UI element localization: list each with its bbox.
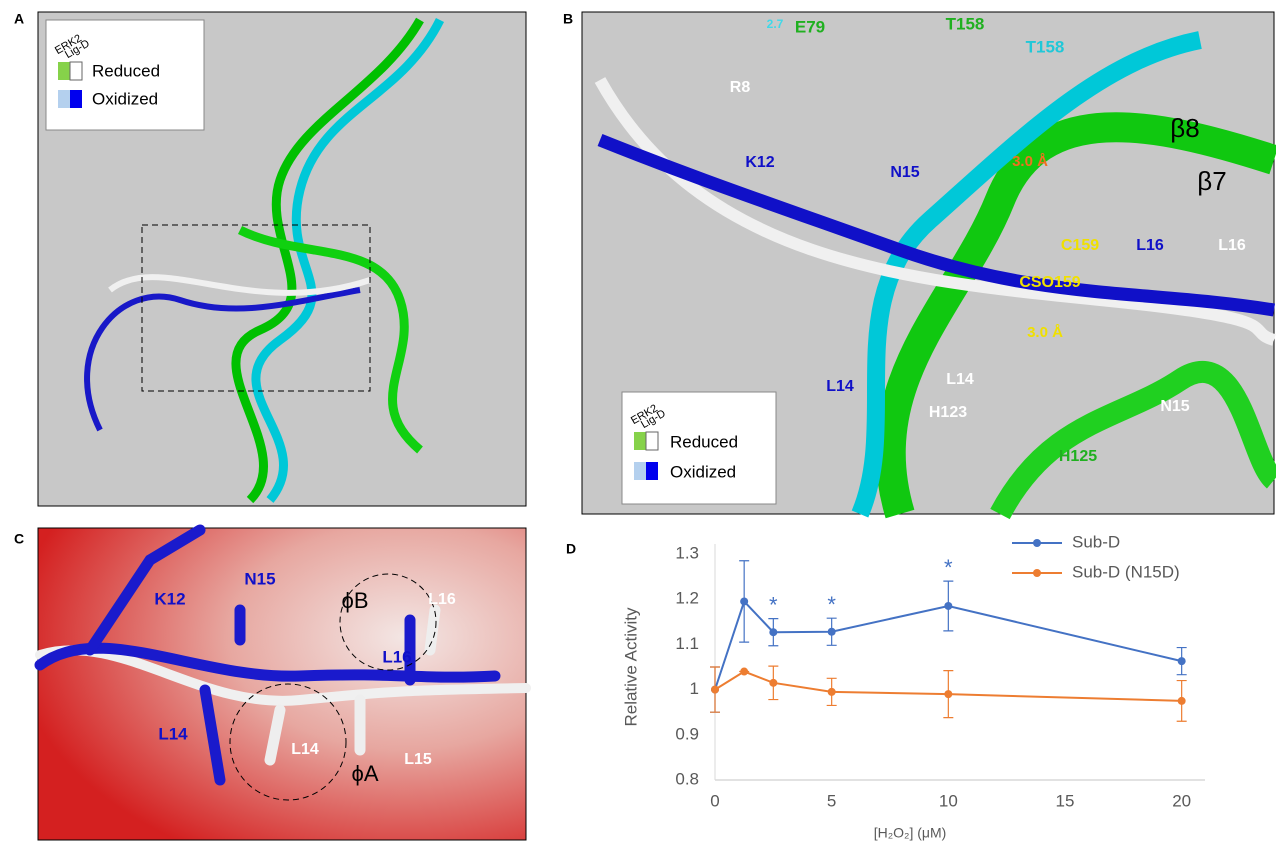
data-point — [740, 597, 748, 605]
data-point — [711, 686, 719, 694]
data-point — [1178, 657, 1186, 665]
annotation: * — [827, 592, 836, 617]
residue-label: T158 — [946, 14, 985, 33]
residue-label: L14 — [158, 724, 188, 743]
data-point — [769, 679, 777, 687]
residue-label: C159 — [1061, 237, 1099, 254]
panel-c-image — [38, 528, 526, 840]
panel-letter: A — [14, 11, 24, 27]
legend-entry: Oxidized — [92, 89, 158, 108]
residue-label: β8 — [1170, 113, 1199, 143]
data-point — [1178, 697, 1186, 705]
legend-b: ERK2 Lig-D Reduced Oxidized — [622, 392, 776, 504]
residue-label: L16 — [382, 647, 411, 666]
residue-label: T158 — [1026, 37, 1065, 56]
legend-label: Sub-D — [1072, 532, 1120, 551]
figure: ERK2 Lig-D Reduced Oxidized ERK2 Lig-D R… — [0, 0, 1276, 849]
residue-label: N15 — [1160, 398, 1189, 415]
x-tick-label: 0 — [710, 791, 719, 810]
legend-marker — [1033, 569, 1041, 577]
panel-letter: C — [14, 531, 24, 547]
residue-label: 3.0 Å — [1027, 324, 1063, 341]
data-point — [828, 628, 836, 636]
y-tick-label: 0.9 — [675, 724, 699, 743]
residue-label: L14 — [946, 371, 974, 388]
residue-label: L14 — [291, 741, 319, 758]
residue-label: β7 — [1197, 166, 1226, 196]
residue-label: K12 — [154, 589, 185, 608]
residue-label: 2.7 — [767, 17, 784, 31]
data-point — [944, 602, 952, 610]
legend-entry: Reduced — [92, 61, 160, 80]
residue-label: K12 — [745, 154, 774, 171]
residue-label: ϕA — [352, 761, 379, 786]
y-tick-label: 1 — [690, 679, 699, 698]
residue-label: L16 — [428, 591, 456, 608]
x-tick-label: 5 — [827, 791, 836, 810]
legend-label: Sub-D (N15D) — [1072, 562, 1180, 581]
panel-letter: D — [566, 541, 576, 557]
residue-label: R8 — [730, 79, 751, 96]
residue-label: E79 — [795, 17, 825, 36]
data-point — [769, 628, 777, 636]
y-tick-label: 1.1 — [675, 634, 699, 653]
residue-label: H123 — [929, 404, 967, 421]
y-tick-label: 0.8 — [675, 769, 699, 788]
legend-entry: Oxidized — [670, 462, 736, 481]
annotation: * — [769, 592, 778, 617]
residue-label: L15 — [404, 751, 432, 768]
y-axis-label: Relative Activity — [621, 607, 640, 727]
residue-label: CSO159 — [1019, 274, 1080, 291]
data-point — [944, 690, 952, 698]
residue-label: H125 — [1059, 448, 1097, 465]
x-axis-label: [H₂O₂] (μM) — [874, 825, 947, 841]
x-tick-label: 15 — [1056, 791, 1075, 810]
legend-a: ERK2 Lig-D Reduced Oxidized — [46, 20, 204, 130]
panel-letter: B — [563, 11, 573, 27]
residue-label: N15 — [890, 164, 919, 181]
residue-label: 3.0 Å — [1012, 153, 1048, 170]
residue-label: L16 — [1136, 237, 1164, 254]
x-tick-label: 20 — [1172, 791, 1191, 810]
residue-label: N15 — [244, 569, 275, 588]
y-tick-label: 1.3 — [675, 543, 699, 562]
data-point — [828, 688, 836, 696]
x-tick-label: 10 — [939, 791, 958, 810]
data-point — [740, 668, 748, 676]
legend-entry: Reduced — [670, 432, 738, 451]
y-tick-label: 1.2 — [675, 589, 699, 608]
residue-label: L16 — [1218, 237, 1246, 254]
annotation: * — [944, 555, 953, 580]
residue-label: ϕB — [342, 588, 369, 613]
residue-label: L14 — [826, 378, 854, 395]
legend-marker — [1033, 539, 1041, 547]
